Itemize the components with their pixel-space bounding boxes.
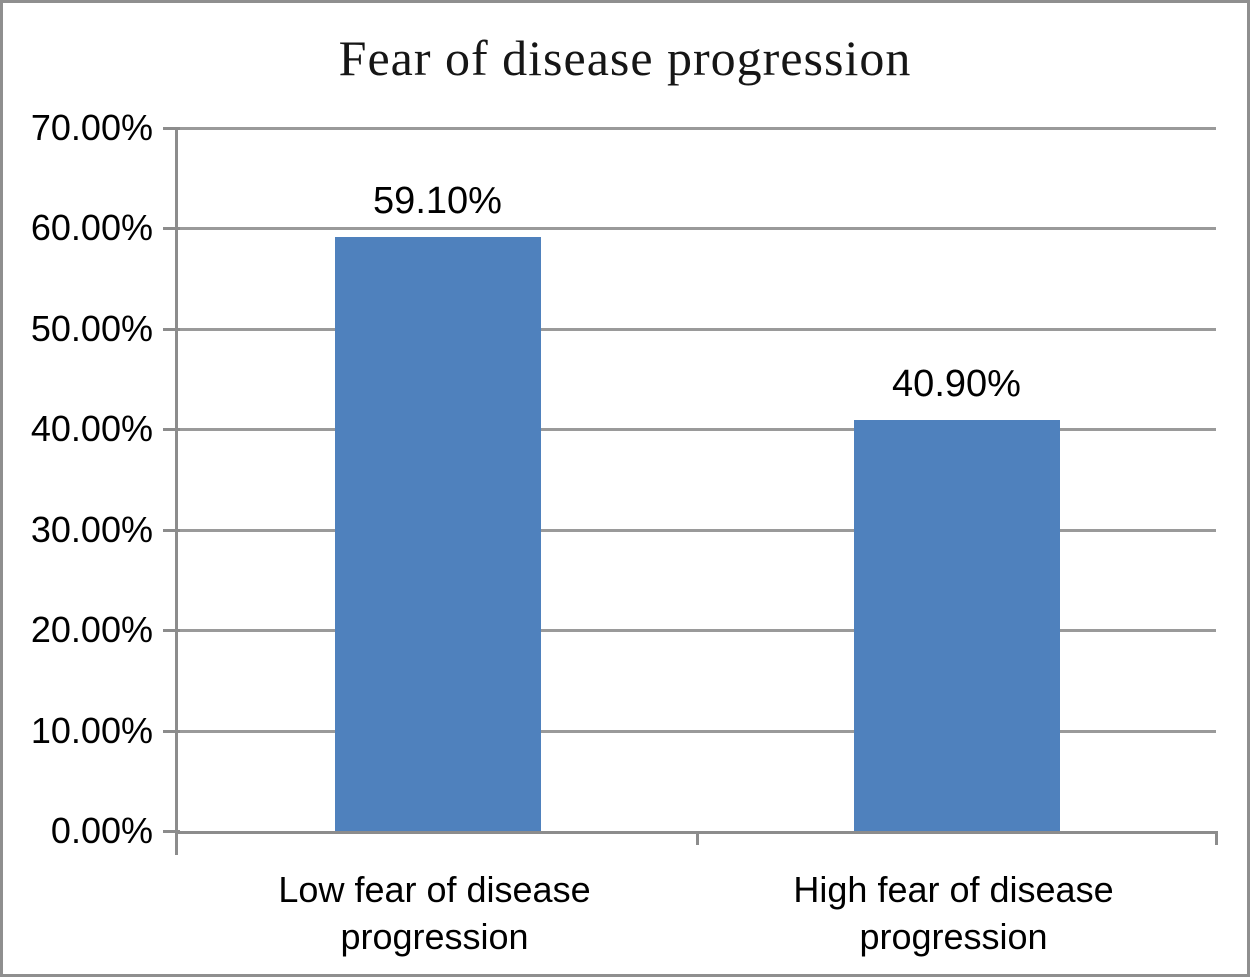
y-axis-tick — [163, 428, 180, 432]
y-tick-label: 30.00% — [30, 508, 153, 550]
gridline — [178, 729, 1216, 733]
y-tick-label: 60.00% — [30, 207, 153, 249]
x-axis-tick — [175, 831, 178, 855]
bar-high-fear — [853, 420, 1060, 831]
y-axis-tick — [163, 227, 180, 231]
y-tick-label: 0.00% — [50, 810, 153, 851]
y-tick-label: 70.00% — [30, 107, 153, 148]
gridline — [178, 127, 1216, 130]
y-tick-label: 20.00% — [30, 609, 153, 651]
chart-title: Fear of disease progression — [338, 30, 912, 86]
y-tick-label: 50.00% — [30, 307, 153, 349]
gridline — [178, 227, 1216, 231]
y-axis-tick — [163, 729, 180, 733]
y-axis-tick — [163, 327, 180, 331]
bar-value-label: 59.10% — [373, 180, 502, 223]
bar-value-label: 40.90% — [892, 363, 1021, 406]
y-axis: 0.00% 10.00% 20.00% 30.00% 40.00% 50.00% 60.00… — [3, 107, 153, 851]
gridline — [178, 629, 1216, 633]
x-axis: Low fear of disease progression High fear… — [3, 858, 1247, 968]
gridline — [178, 327, 1216, 331]
y-axis-tick — [163, 629, 180, 633]
y-tick-label: 10.00% — [30, 709, 153, 751]
plot-area: 59.10% 40.90% — [163, 127, 1218, 855]
y-axis-tick — [163, 830, 180, 833]
x-category-label: Low fear of disease progression — [278, 869, 591, 957]
x-axis-tick — [696, 831, 699, 845]
y-tick-label: 40.00% — [30, 408, 153, 450]
y-axis-tick — [163, 528, 180, 532]
y-axis-tick — [163, 127, 180, 130]
x-axis-tick — [1215, 831, 1218, 845]
gridline — [178, 528, 1216, 532]
bar-low-fear — [334, 237, 541, 831]
gridline — [178, 428, 1216, 432]
x-category-label: High fear of disease progression — [793, 869, 1114, 957]
